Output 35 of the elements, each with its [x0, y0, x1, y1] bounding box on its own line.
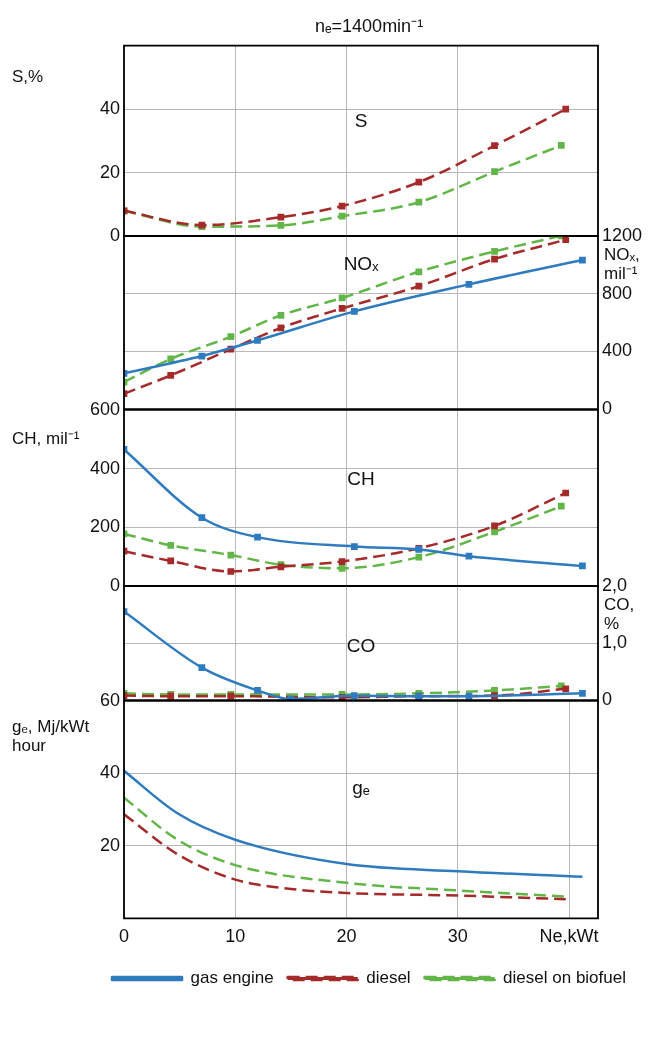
y-axis-title: gₑ, Mj/kWt hour: [12, 716, 90, 755]
y-tick-label: 1,0: [602, 632, 628, 653]
y-tick-label: 200: [89, 516, 120, 537]
x-tick-label: 20: [336, 925, 357, 946]
y-tick-label: 400: [89, 457, 120, 478]
y-tick-label: 20: [99, 834, 120, 855]
y-tick-label: 40: [99, 98, 120, 119]
y-tick-label: 20: [99, 161, 120, 182]
y-tick-label: 0: [602, 689, 613, 710]
y-tick-label: 800: [602, 282, 633, 303]
legend-label: diesel: [366, 967, 411, 987]
annotation: CO: [346, 635, 376, 657]
y-tick-label: 0: [109, 225, 120, 246]
y-axis-title: CO, %: [604, 594, 635, 633]
y-tick-label: 2,0: [602, 574, 628, 595]
x-tick-label: 10: [225, 925, 246, 946]
legend-label: gas engine: [190, 967, 274, 987]
x-tick-label: 30: [447, 925, 468, 946]
y-tick-label: 0: [602, 398, 613, 419]
x-tick-label: Ne,kWt: [539, 925, 599, 946]
y-tick-label: 400: [602, 340, 633, 361]
y-axis-title: S,%: [12, 67, 44, 87]
annotation: CH: [347, 467, 375, 489]
y-tick-label: 40: [99, 761, 120, 782]
chart-title: nₑ=1400min⁻¹: [314, 15, 424, 36]
y-axis-title: NOₓ, mil⁻¹: [604, 245, 640, 284]
y-tick-label: 1200: [602, 225, 643, 246]
y-tick-label: 0: [109, 574, 120, 595]
annotation: S: [354, 110, 368, 132]
y-tick-label: 600: [89, 398, 120, 419]
annotation: NOₓ: [343, 253, 380, 275]
y-axis-title: CH, mil⁻¹: [12, 428, 80, 448]
legend-label: diesel on biofuel: [503, 967, 626, 987]
annotation: gₑ: [352, 777, 370, 799]
y-tick-label: 60: [99, 689, 120, 710]
